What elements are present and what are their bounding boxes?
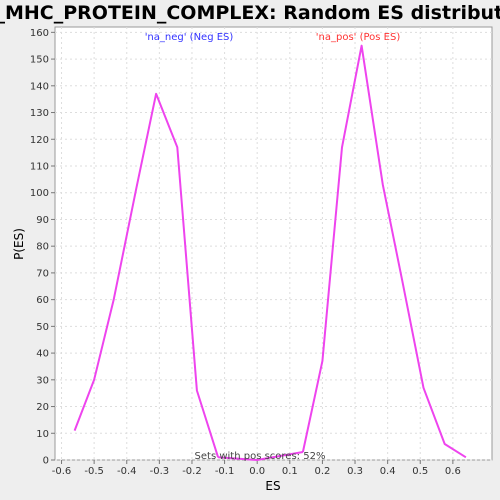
x-tick-label: -0.5 <box>84 466 104 477</box>
y-tick-label: 10 <box>36 429 49 440</box>
y-tick-label: 30 <box>36 375 49 386</box>
y-tick-label: 80 <box>36 242 49 253</box>
y-tick-label: 0 <box>43 456 49 467</box>
y-tick-label: 90 <box>36 215 49 226</box>
x-tick-label: 0.5 <box>412 466 428 477</box>
y-tick-label: 110 <box>30 161 49 172</box>
y-tick-label: 120 <box>30 135 49 146</box>
x-axis-label: ES <box>265 479 280 493</box>
y-tick-label: 60 <box>36 295 49 306</box>
y-axis-label: P(ES) <box>12 228 26 260</box>
grid <box>55 27 492 461</box>
chart-title: GO_MHC_PROTEIN_COMPLEX: Random ES distri… <box>0 2 500 24</box>
series-lines <box>73 44 467 462</box>
y-tick-label: 20 <box>36 402 49 413</box>
baseline-series-line <box>218 451 304 462</box>
x-tick-label: -0.3 <box>150 466 170 477</box>
x-tick-label: 0.3 <box>347 466 363 477</box>
y-axis: 0 10 20 30 40 50 60 70 80 90 100 110 120 130 140 150 160 <box>30 28 55 467</box>
x-axis: -0.6 -0.5 -0.4 -0.3 -0.2 -0.1 0.0 0.1 0.2 0.3 0.4 0… <box>52 460 461 477</box>
y-tick-label: 100 <box>30 188 49 199</box>
x-tick-label: -0.4 <box>117 466 137 477</box>
y-tick-label: 50 <box>36 322 49 333</box>
y-tick-label: 150 <box>30 55 49 66</box>
pos-scores-annotation: Sets with pos scores: 52% <box>195 451 326 462</box>
y-tick-label: 130 <box>30 108 49 119</box>
legend-pos: 'na_pos' (Pos ES) <box>316 32 401 43</box>
legend-neg: 'na_neg' (Neg ES) <box>145 32 234 43</box>
pos-es-series-line <box>301 44 467 459</box>
neg-es-series-line <box>73 92 220 458</box>
x-tick-label: -0.2 <box>182 466 202 477</box>
x-tick-label: 0.4 <box>380 466 396 477</box>
y-tick-label: 70 <box>36 268 49 279</box>
y-tick-label: 140 <box>30 81 49 92</box>
x-tick-label: 0.1 <box>282 466 298 477</box>
x-tick-label: -0.6 <box>52 466 72 477</box>
x-tick-label: 0.2 <box>314 466 330 477</box>
plot-area <box>54 26 493 461</box>
y-tick-label: 40 <box>36 349 49 360</box>
y-tick-label: 160 <box>30 28 49 39</box>
x-tick-label: 0.6 <box>445 466 461 477</box>
x-tick-label: -0.1 <box>215 466 235 477</box>
x-tick-label: 0.0 <box>249 466 265 477</box>
